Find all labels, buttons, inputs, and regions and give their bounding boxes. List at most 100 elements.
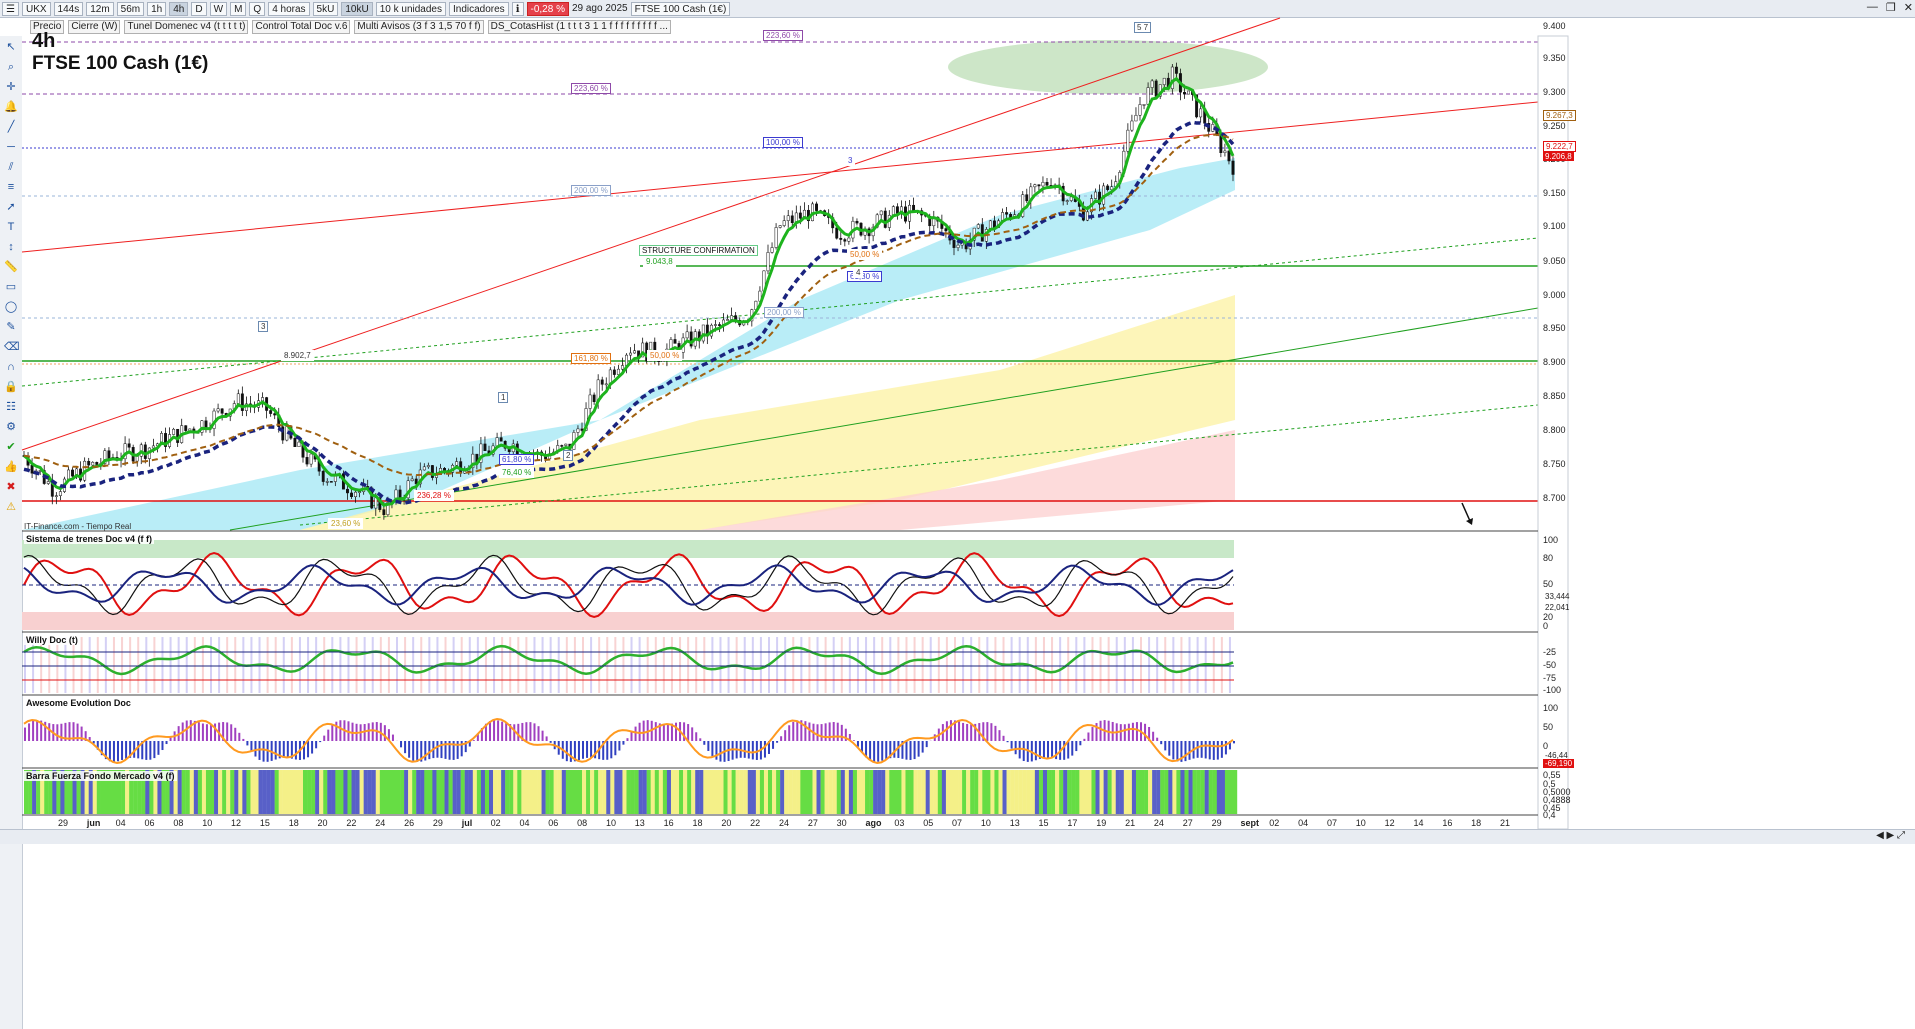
lock-icon[interactable]: 🔒 xyxy=(4,381,18,393)
magnet-icon[interactable]: ∩ xyxy=(7,361,15,373)
timeframe-w[interactable]: W xyxy=(209,1,228,16)
p3-bar xyxy=(44,721,47,741)
legend-tunel[interactable]: Tunel Domenec v4 (t t t t t) xyxy=(124,20,249,34)
channel-icon[interactable]: ⫽ xyxy=(8,161,14,173)
layers-icon[interactable]: ☷ xyxy=(6,401,16,413)
settings-icon[interactable]: ⚙ xyxy=(6,421,16,433)
p3-bar xyxy=(210,724,212,741)
check-icon[interactable]: ✔ xyxy=(6,441,16,453)
p3-bar xyxy=(1196,741,1199,758)
date-tick: sept xyxy=(1240,818,1259,828)
minimize-icon[interactable]: — xyxy=(1866,1,1878,13)
timeframe-m[interactable]: M xyxy=(230,1,247,16)
ellipse-icon[interactable]: ◯ xyxy=(4,301,18,313)
p4-bar xyxy=(780,770,785,814)
p4-bar xyxy=(1038,770,1044,814)
warning-icon[interactable]: ⚠ xyxy=(6,501,16,513)
legend-cotashist[interactable]: DS_CotasHist (1 t t t 3 1 1 f f f f f f … xyxy=(487,20,671,34)
legend-price[interactable]: Precio xyxy=(30,20,65,34)
p4-bar xyxy=(1083,770,1088,814)
zoom-icon[interactable]: ⌕ xyxy=(7,61,15,73)
thumb-up-icon[interactable]: 👍 xyxy=(4,461,18,473)
info-icon[interactable]: ℹ xyxy=(511,1,524,16)
p4-bar xyxy=(68,770,73,814)
symbol-selector[interactable]: UKX xyxy=(21,1,51,16)
p3-bar xyxy=(387,729,390,741)
candle-body xyxy=(495,437,499,447)
alert-icon[interactable]: 🔔 xyxy=(4,101,18,113)
rect-icon[interactable]: ▭ xyxy=(5,281,17,293)
p2-column xyxy=(493,637,496,693)
crosshair-icon[interactable]: ✛ xyxy=(6,81,16,93)
p3-bar xyxy=(808,722,811,741)
cursor-icon[interactable]: ↖ xyxy=(6,41,16,53)
restore-icon[interactable]: ❐ xyxy=(1885,2,1896,14)
p4-bar xyxy=(533,770,538,814)
delete-icon[interactable]: ✖ xyxy=(6,481,16,493)
eraser-icon[interactable]: ⌫ xyxy=(4,341,20,353)
change-badge: -0,28 % xyxy=(526,1,569,16)
size-10ku[interactable]: 10kU xyxy=(341,1,373,16)
legend-multi-avisos[interactable]: Multi Avisos (3 f 3 1,5 70 f f) xyxy=(354,20,484,34)
p4-bar xyxy=(351,770,356,814)
p2-column xyxy=(1164,637,1167,693)
indicators-button[interactable]: Indicadores xyxy=(448,1,509,16)
p3-bar xyxy=(96,741,99,750)
candle-body xyxy=(398,489,402,499)
panel-title-trenes[interactable]: Sistema de trenes Doc v4 (f f) xyxy=(24,534,155,544)
arrow-icon[interactable]: ➚ xyxy=(6,201,16,213)
panel-title-awesome[interactable]: Awesome Evolution Doc xyxy=(24,698,133,708)
fib-icon[interactable]: ≡ xyxy=(7,181,15,193)
p3-bar xyxy=(246,741,249,746)
timeframe-1h[interactable]: 1h xyxy=(147,1,167,16)
panel-title-willy[interactable]: Willy Doc (t) xyxy=(24,635,80,645)
menu-icon[interactable]: ☰ xyxy=(2,1,19,16)
p3-bar xyxy=(145,741,148,760)
p4-bar xyxy=(339,770,344,814)
p2-column xyxy=(355,637,358,693)
ruler-icon[interactable]: 📏 xyxy=(4,261,18,273)
timeframe-d[interactable]: D xyxy=(191,1,207,16)
hline-icon[interactable]: ─ xyxy=(7,141,15,153)
p2-column xyxy=(1107,637,1110,693)
p3-bar xyxy=(594,741,597,759)
date-label: 29 ago 2025 xyxy=(571,3,628,14)
close-icon[interactable]: ✕ xyxy=(1903,2,1913,14)
p2-column xyxy=(598,637,601,693)
p3-bar xyxy=(254,741,257,757)
timeframe-4h[interactable]: 4h xyxy=(169,1,189,16)
p4-bar xyxy=(828,770,833,814)
scroll-controls-icon[interactable]: ◀ ▶ ⤢ xyxy=(1876,830,1905,841)
p4-bar xyxy=(218,770,223,814)
text-icon[interactable]: T xyxy=(7,221,15,233)
p4-bar xyxy=(286,770,292,814)
p4-bar xyxy=(577,770,583,814)
pencil-icon[interactable]: ✎ xyxy=(6,321,16,333)
candle-body xyxy=(612,369,616,375)
size-5ku[interactable]: 5kU xyxy=(312,1,339,16)
p3-bar xyxy=(363,724,366,741)
p4-bar xyxy=(1127,770,1133,814)
p4-bar xyxy=(654,770,659,814)
units-selector[interactable]: 10 k unidades xyxy=(375,1,446,16)
timeframe-12m[interactable]: 12m xyxy=(86,1,114,16)
candle-body xyxy=(980,224,984,242)
period-selector[interactable]: 4 horas xyxy=(268,1,310,16)
p4-bar xyxy=(747,770,752,814)
p4-bar xyxy=(125,770,130,814)
panel-title-barra[interactable]: Barra Fuerza Fondo Mercado v4 (f) xyxy=(24,771,177,781)
p2-column xyxy=(161,637,164,693)
measure-icon[interactable]: ↕ xyxy=(8,241,14,253)
p4-bar xyxy=(387,770,393,814)
timeframe-56m[interactable]: 56m xyxy=(116,1,145,16)
timeframe-144s[interactable]: 144s xyxy=(53,1,84,16)
timeframe-q[interactable]: Q xyxy=(249,1,266,16)
candle-body xyxy=(798,212,802,219)
p4-bar xyxy=(246,770,251,814)
p2-column xyxy=(525,637,528,693)
line-icon[interactable]: ╱ xyxy=(7,121,15,133)
p4-bar xyxy=(1123,770,1129,814)
legend-close[interactable]: Cierre (W) xyxy=(68,20,121,34)
legend-control-total[interactable]: Control Total Doc v.6 xyxy=(252,20,351,34)
